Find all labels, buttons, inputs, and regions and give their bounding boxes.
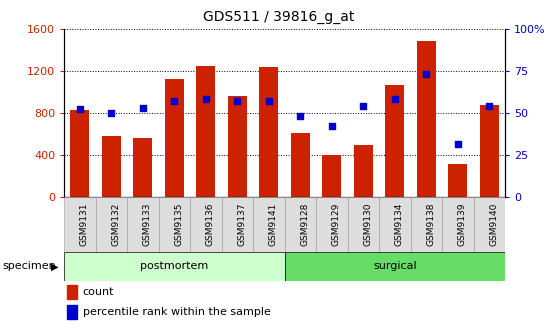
- Point: [138, 105, 147, 110]
- Text: GSM9138: GSM9138: [426, 203, 435, 246]
- Text: GSM9133: GSM9133: [143, 203, 152, 246]
- Bar: [102, 136, 121, 197]
- Text: GSM9137: GSM9137: [237, 203, 246, 246]
- Bar: [480, 105, 499, 197]
- Bar: [133, 138, 152, 197]
- Bar: [64, 252, 285, 281]
- Bar: [259, 68, 278, 197]
- Text: GSM9129: GSM9129: [332, 203, 341, 246]
- Bar: [196, 67, 215, 197]
- Text: GSM9135: GSM9135: [174, 203, 184, 246]
- Bar: [67, 285, 78, 299]
- Bar: [190, 197, 222, 252]
- Bar: [348, 197, 379, 252]
- Text: ▶: ▶: [51, 261, 59, 271]
- Bar: [70, 111, 89, 197]
- Bar: [67, 305, 78, 319]
- Bar: [316, 197, 348, 252]
- Bar: [417, 41, 436, 197]
- Bar: [165, 79, 184, 197]
- Text: GSM9141: GSM9141: [269, 203, 278, 246]
- Bar: [285, 252, 505, 281]
- Bar: [285, 197, 316, 252]
- Text: postmortem: postmortem: [140, 261, 209, 271]
- Bar: [448, 164, 467, 197]
- Point: [359, 103, 368, 109]
- Point: [390, 96, 399, 102]
- Point: [75, 107, 84, 112]
- Point: [296, 113, 305, 119]
- Bar: [127, 197, 158, 252]
- Point: [264, 98, 273, 103]
- Bar: [474, 197, 505, 252]
- Text: GSM9131: GSM9131: [80, 203, 89, 246]
- Bar: [253, 197, 285, 252]
- Bar: [323, 155, 341, 197]
- Point: [107, 110, 116, 115]
- Bar: [228, 96, 247, 197]
- Text: GSM9132: GSM9132: [112, 203, 121, 246]
- Bar: [379, 197, 411, 252]
- Text: GDS511 / 39816_g_at: GDS511 / 39816_g_at: [203, 10, 355, 24]
- Text: GSM9139: GSM9139: [458, 203, 466, 246]
- Point: [328, 123, 336, 129]
- Point: [201, 96, 210, 102]
- Bar: [158, 197, 190, 252]
- Point: [453, 142, 462, 147]
- Bar: [411, 197, 442, 252]
- Bar: [95, 197, 127, 252]
- Point: [170, 98, 179, 103]
- Text: GSM9130: GSM9130: [363, 203, 372, 246]
- Text: GSM9136: GSM9136: [206, 203, 215, 246]
- Point: [485, 103, 494, 109]
- Bar: [291, 132, 310, 197]
- Point: [233, 98, 242, 103]
- Bar: [386, 85, 404, 197]
- Point: [422, 71, 431, 77]
- Text: GSM9134: GSM9134: [395, 203, 404, 246]
- Text: GSM9140: GSM9140: [489, 203, 498, 246]
- Text: percentile rank within the sample: percentile rank within the sample: [83, 307, 271, 317]
- Text: specimen: specimen: [3, 261, 56, 271]
- Bar: [64, 197, 95, 252]
- Bar: [442, 197, 474, 252]
- Text: GSM9128: GSM9128: [300, 203, 309, 246]
- Text: surgical: surgical: [373, 261, 417, 271]
- Bar: [354, 145, 373, 197]
- Text: count: count: [83, 287, 114, 297]
- Bar: [222, 197, 253, 252]
